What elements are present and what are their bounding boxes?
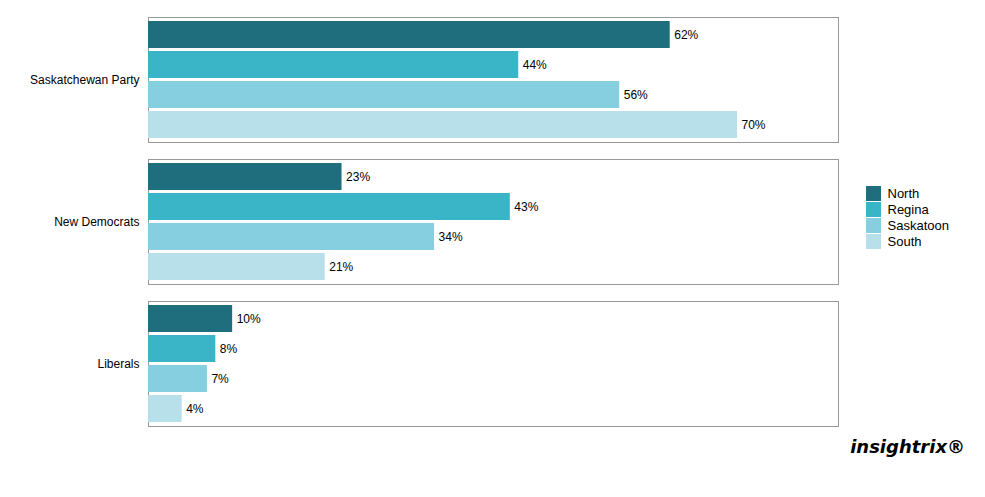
- svg-text:23%: 23%: [346, 170, 370, 184]
- svg-text:New Democrats: New Democrats: [54, 215, 139, 229]
- svg-text:34%: 34%: [439, 230, 463, 244]
- svg-text:21%: 21%: [329, 260, 353, 274]
- svg-text:8%: 8%: [220, 342, 238, 356]
- svg-text:44%: 44%: [523, 58, 547, 72]
- svg-text:Liberals: Liberals: [97, 357, 139, 371]
- svg-text:Saskatchewan Party: Saskatchewan Party: [30, 73, 139, 87]
- html-text:North: North: [887, 185, 920, 201]
- html-text:Regina: Regina: [887, 201, 929, 217]
- svg-text:43%: 43%: [514, 200, 538, 214]
- html-text:Saskatoon: Saskatoon: [887, 217, 949, 233]
- html-text:insightrix®: insightrix®: [850, 436, 965, 457]
- svg-text:4%: 4%: [186, 402, 204, 416]
- svg-text:70%: 70%: [742, 118, 766, 132]
- svg-text:56%: 56%: [624, 88, 648, 102]
- svg-text:7%: 7%: [211, 372, 229, 386]
- html-text:South: South: [887, 233, 922, 249]
- svg-text:10%: 10%: [237, 312, 261, 326]
- svg-text:62%: 62%: [674, 28, 698, 42]
